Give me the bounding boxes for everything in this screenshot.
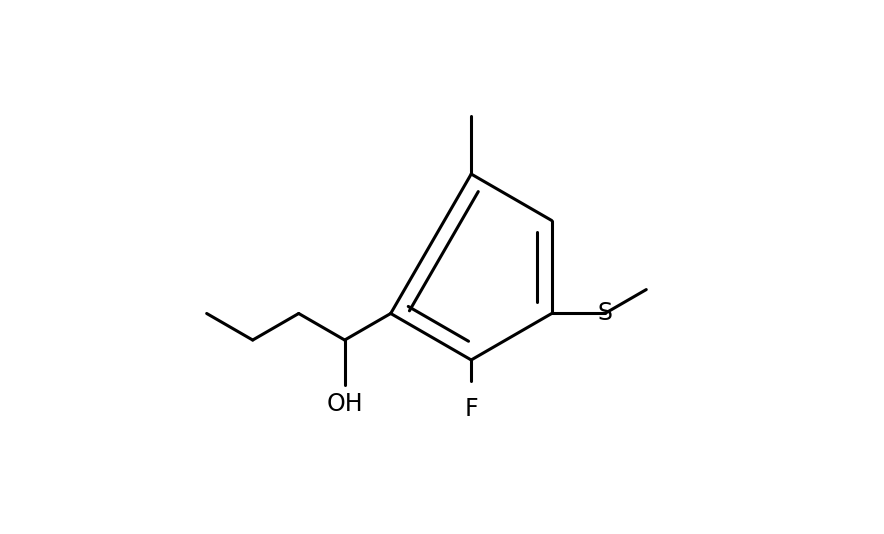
Text: F: F [464, 397, 478, 421]
Text: S: S [598, 302, 613, 326]
Text: OH: OH [326, 391, 363, 415]
